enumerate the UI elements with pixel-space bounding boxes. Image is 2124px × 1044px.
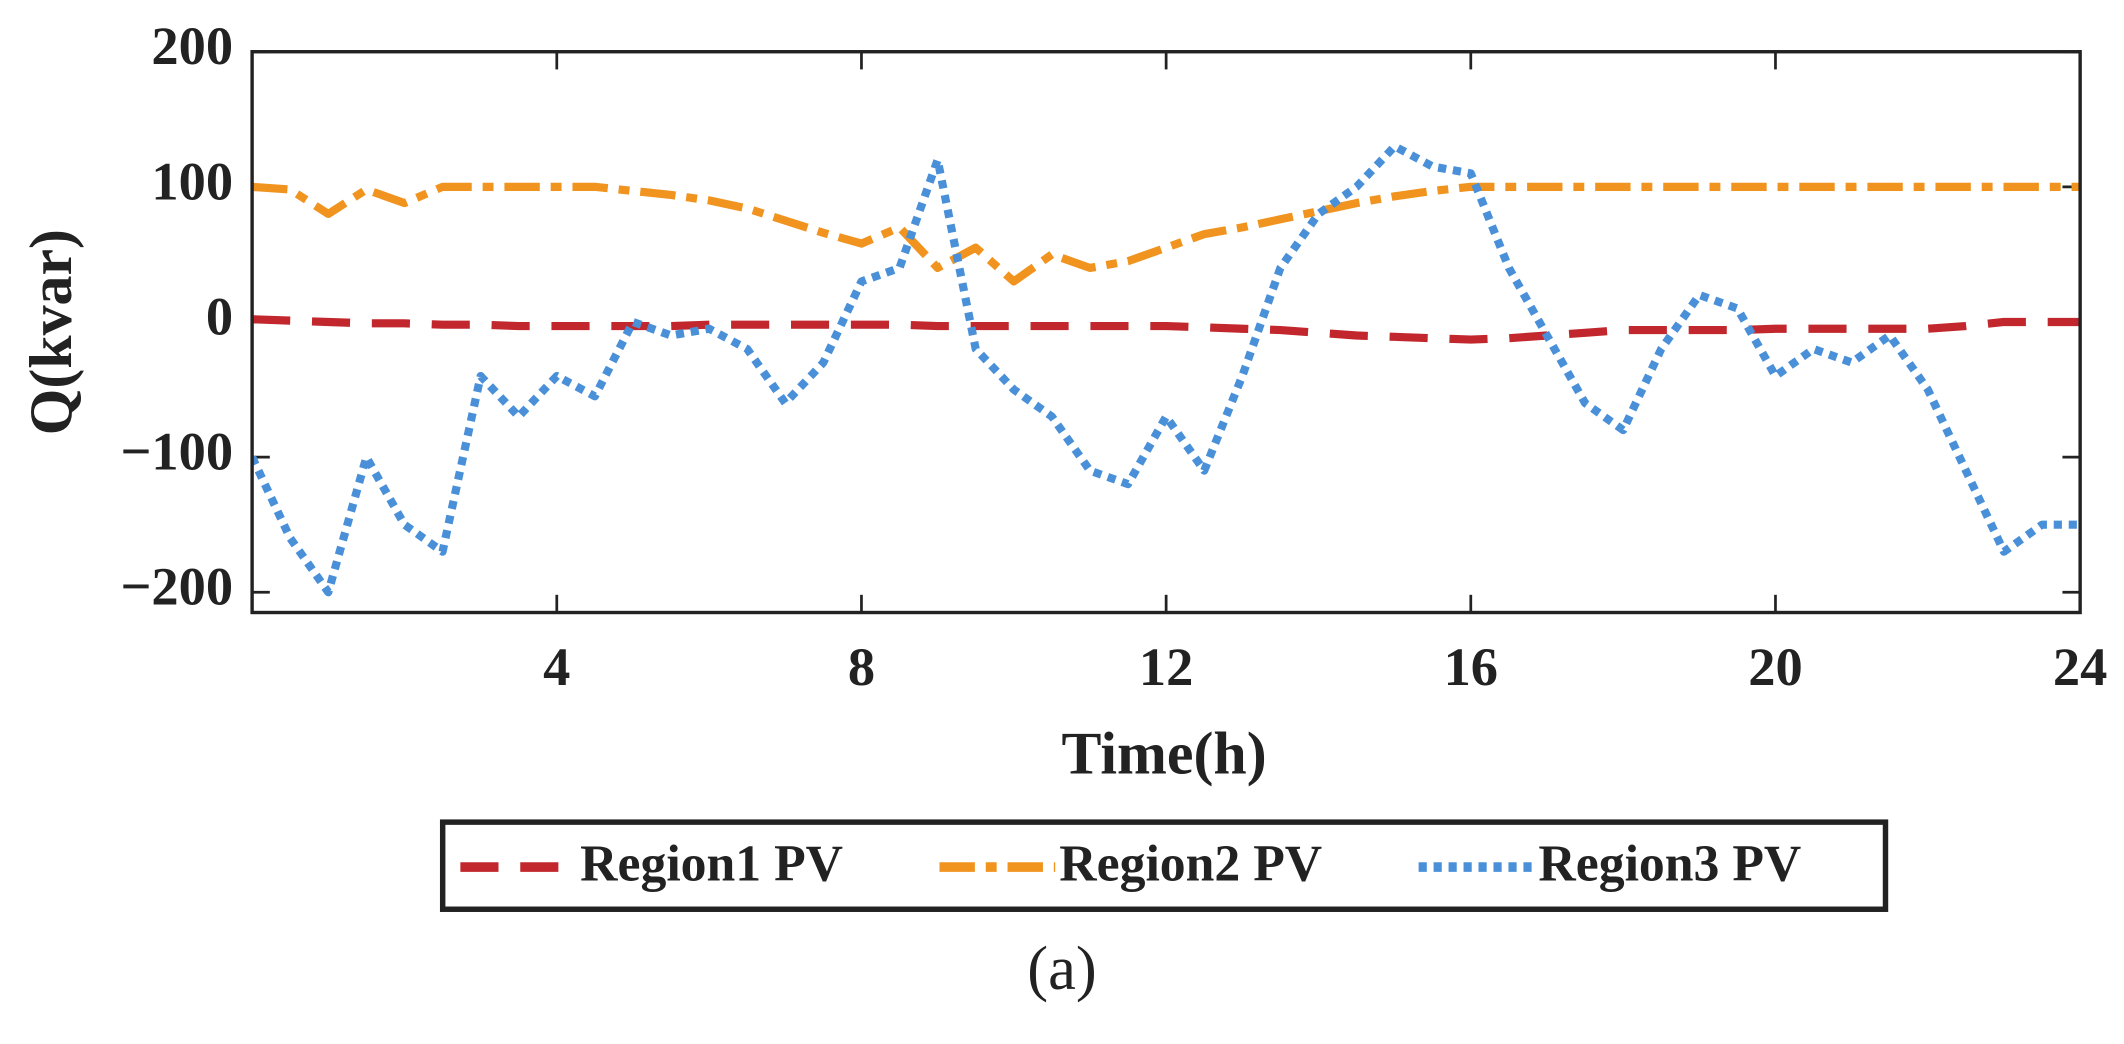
x-tick-label: 24 — [2053, 636, 2107, 697]
y-tick-label: 0 — [206, 285, 233, 346]
y-tick-label: 100 — [151, 150, 233, 211]
caption: (a) — [1027, 933, 1097, 1003]
y-tick-label: −100 — [120, 421, 233, 482]
legend — [439, 819, 1889, 912]
series-line — [252, 182, 2081, 286]
series-line — [252, 315, 2081, 344]
legend-label: Region3 PV — [1538, 835, 1801, 892]
legend-label: Region1 PV — [580, 835, 843, 892]
x-axis-label: Time(h) — [1062, 720, 1267, 786]
y-axis-label: Q(kvar) — [18, 229, 84, 435]
plot-frame — [250, 50, 2082, 615]
x-tick-label: 12 — [1139, 636, 1193, 697]
x-tick-label: 16 — [1444, 636, 1498, 697]
y-tick-label: 200 — [151, 15, 233, 76]
x-tick-label: 8 — [848, 636, 875, 697]
series-line — [252, 142, 2081, 597]
x-tick-label: 20 — [1748, 636, 1802, 697]
y-tick-label: −200 — [120, 556, 233, 617]
legend-label: Region2 PV — [1059, 835, 1322, 892]
x-tick-label: 4 — [543, 636, 570, 697]
plot-area — [252, 51, 2081, 613]
